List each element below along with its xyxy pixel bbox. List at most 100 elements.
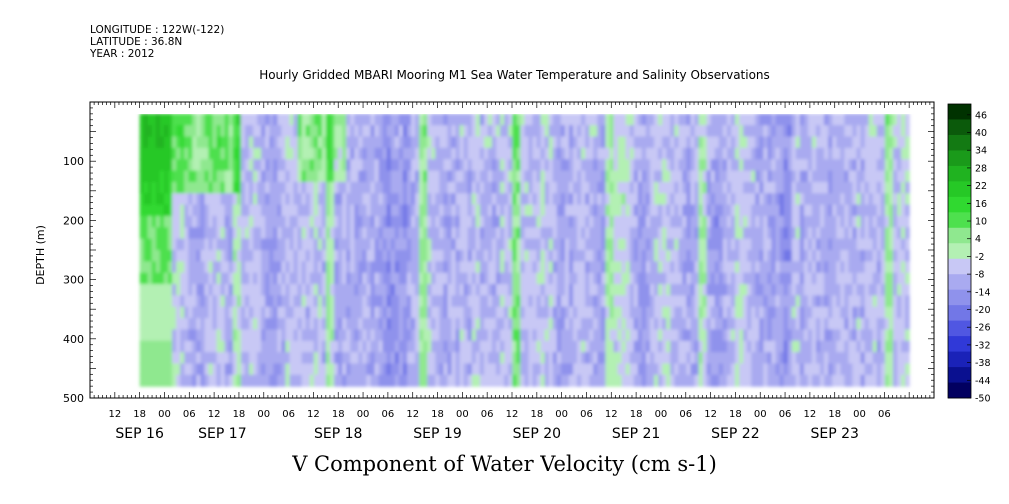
heatmap-cell [475,374,481,387]
heatmap-cell [824,181,829,194]
heatmap-cell [880,215,886,228]
heatmap-cell [779,363,785,376]
heatmap-cell [196,261,201,274]
heatmap-cell [427,238,432,251]
heatmap-cell [471,193,477,206]
heatmap-cell [820,159,825,172]
heatmap-cell [232,352,238,365]
heatmap-cell [718,363,724,376]
heatmap-cell [496,147,501,160]
heatmap-cell [682,114,688,126]
heatmap-cell [722,306,728,319]
heatmap-cell [864,215,870,228]
heatmap-cell [824,318,829,331]
heatmap-cell [844,284,850,296]
heatmap-cell [524,159,530,172]
heatmap-cell [743,295,748,308]
heatmap-cell [714,295,720,308]
heatmap-cell [884,147,890,160]
heatmap-cell [362,170,368,183]
heatmap-cell [803,193,809,206]
heatmap-cell [807,306,813,319]
heatmap-cell [645,125,651,138]
heatmap-cell [747,193,752,206]
heatmap-cell [261,306,266,319]
heatmap-cell [560,340,566,353]
heatmap-cell [852,193,858,206]
heatmap-cell [204,147,210,160]
heatmap-cell [151,181,157,194]
heatmap-cell [564,227,570,240]
heatmap-cell [188,159,193,172]
heatmap-cell [556,374,562,387]
heatmap-cell [285,181,291,194]
heatmap-cell [508,306,513,319]
heatmap-cell [204,374,210,387]
heatmap-cell [285,261,291,274]
heatmap-cell [496,340,501,353]
heatmap-cell [629,329,635,342]
heatmap-cell [313,125,319,138]
heatmap-cell [536,159,542,172]
heatmap-cell [390,306,396,319]
heatmap-cell [536,352,542,365]
heatmap-cell [698,193,704,206]
heatmap-cell [277,238,282,251]
heatmap-cell [172,374,177,387]
heatmap-cell [832,261,837,274]
heatmap-cell [232,363,238,376]
heatmap-cell [799,329,805,342]
heatmap-cell [617,125,623,138]
heatmap-cell [872,204,878,217]
heatmap-cell [370,261,376,274]
heatmap-cell [382,374,388,387]
heatmap-cell [487,374,493,387]
heatmap-cell [540,340,546,353]
heatmap-cell [350,170,355,183]
heatmap-cell [253,193,258,206]
heatmap-cell [552,250,558,262]
heatmap-cell [431,170,436,183]
heatmap-cell [273,159,278,172]
heatmap-cell [451,261,457,274]
heatmap-cell [232,215,238,228]
heatmap-cell [419,329,424,342]
heatmap-cell [459,125,465,138]
heatmap-cell [735,238,740,251]
heatmap-cell [176,204,181,217]
heatmap-cell [471,159,477,172]
heatmap-cell [666,170,671,183]
heatmap-cell [767,136,773,149]
heatmap-cell [779,329,785,342]
heatmap-cell [799,295,805,308]
heatmap-cell [852,159,858,172]
heatmap-cell [556,306,562,319]
heatmap-cell [435,204,440,217]
heatmap-cell [552,227,558,240]
heatmap-cell [492,170,497,183]
heatmap-cell [386,147,392,160]
heatmap-cell [463,238,469,251]
heatmap-cell [463,284,469,296]
heatmap-cell [467,318,473,331]
heatmap-cell [803,340,809,353]
heatmap-cell [783,250,789,262]
heatmap-cell [435,193,440,206]
heatmap-cell [905,295,910,308]
heatmap-cell [585,261,590,274]
heatmap-cell [176,306,181,319]
heatmap-cell [662,238,667,251]
heatmap-cell [212,114,218,126]
x-hour-tick-label: 18 [530,409,543,420]
heatmap-cell [342,215,347,228]
heatmap-cell [852,170,858,183]
heatmap-cell [143,272,149,285]
heatmap-cell [803,306,809,319]
heatmap-cell [775,193,781,206]
heatmap-cell [593,261,598,274]
heatmap-cell [759,159,764,172]
heatmap-cell [654,170,659,183]
heatmap-cell [508,238,513,251]
heatmap-cell [236,329,242,342]
x-hour-tick-label: 06 [183,409,196,420]
